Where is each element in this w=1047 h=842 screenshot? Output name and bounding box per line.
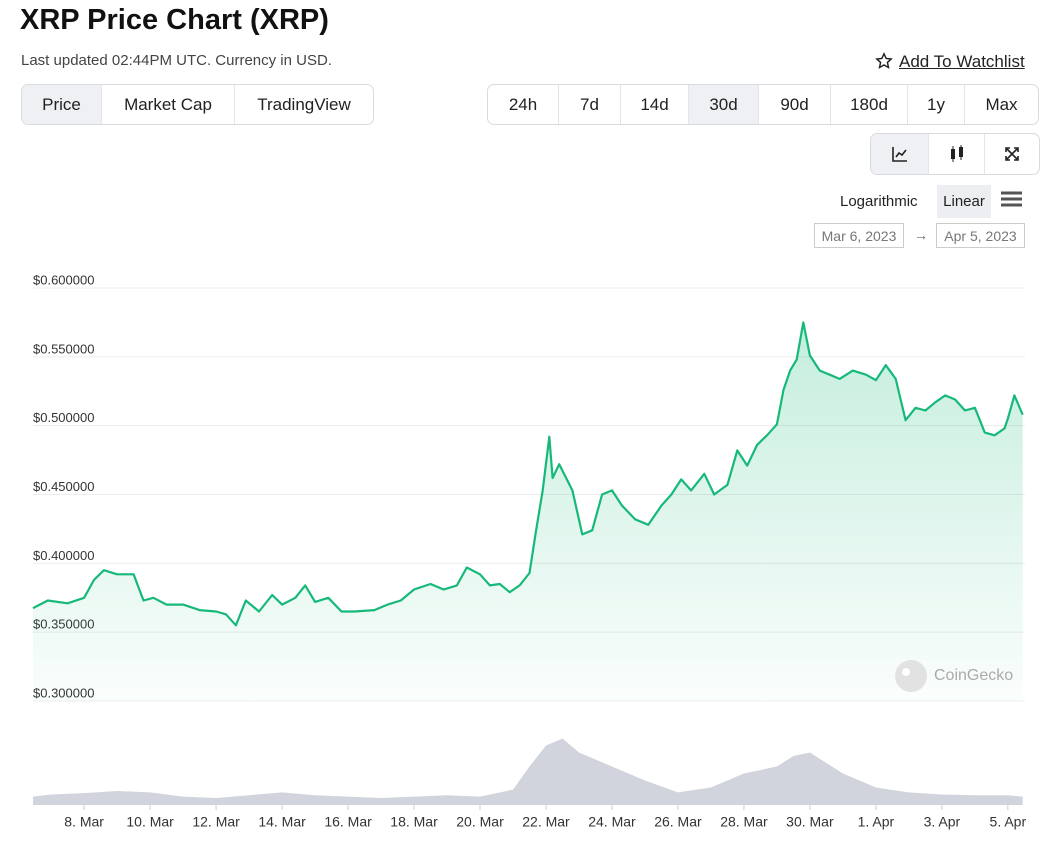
tab[interactable]: Price (22, 85, 101, 124)
price-line (32, 321, 1024, 627)
icon (1005, 147, 1019, 161)
tab[interactable]: TradingView (234, 85, 373, 124)
title: XRP Price Chart (XRP) (20, 4, 329, 36)
range-btn[interactable]: 1y (907, 85, 964, 124)
x-tick-label: 26. Mar (654, 814, 702, 830)
x-tick-label: 12. Mar (192, 814, 240, 830)
date-to[interactable]: Apr 5, 2023 (936, 223, 1025, 248)
x-tick-label: 24. Mar (588, 814, 636, 830)
tab[interactable]: Market Cap (101, 85, 234, 124)
x-tick-label: 5. Apr (990, 814, 1027, 830)
range-btn[interactable]: 7d (558, 85, 620, 124)
x-tick-label: 18. Mar (390, 814, 438, 830)
x-tick-label: 3. Apr (924, 814, 961, 830)
y-tick-label: $0.550000 (33, 341, 94, 356)
range-btn[interactable]: 24h (508, 94, 538, 114)
date-arrow: → (914, 227, 928, 243)
y-tick-label: $0.400000 (33, 548, 94, 563)
candle-icon[interactable] (928, 134, 984, 174)
chart-type (870, 133, 1040, 175)
range-btn[interactable]: Max (964, 85, 1038, 124)
expand-icon[interactable] (984, 134, 1039, 174)
date-from[interactable]: Mar 6, 2023 (814, 223, 904, 248)
x-tick-label: 14. Mar (258, 814, 306, 830)
watermark-text: CoinGecko (934, 667, 1013, 684)
watchlist[interactable]: Add To Watchlist (875, 52, 1025, 72)
star-icon (875, 52, 893, 69)
range-btn[interactable]: 14d (620, 85, 688, 124)
x-tick-label: 22. Mar (522, 814, 570, 830)
price-area (33, 322, 1023, 701)
y-tick-label: $0.600000 (33, 272, 94, 287)
watermark: CoinGecko (895, 660, 1013, 692)
volume-area (33, 738, 1023, 805)
y-tick-label: $0.500000 (33, 410, 94, 425)
icon (950, 145, 963, 162)
icon (891, 147, 907, 162)
ranges: 24h 7d 14d 30d 90d 180d 1y Max (487, 84, 1039, 125)
x-tick-label: 30. Mar (786, 814, 834, 830)
range-btn[interactable]: 30d (688, 85, 758, 124)
x-tick-label: 10. Mar (126, 814, 174, 830)
x-tick-label: 16. Mar (324, 814, 372, 830)
range-btn[interactable]: 90d (758, 85, 830, 124)
watchlist-label[interactable]: Add To Watchlist (899, 52, 1025, 71)
x-tick-label: 20. Mar (456, 814, 504, 830)
x-tick-label: 28. Mar (720, 814, 768, 830)
x-tick-label: 8. Mar (64, 814, 104, 830)
linear-btn[interactable]: Linear (937, 185, 991, 218)
menu-icon[interactable] (1000, 190, 1024, 210)
updated: Last updated 02:44PM UTC. Currency in US… (21, 52, 332, 69)
line-icon[interactable] (871, 134, 928, 174)
x-tick-label: 1. Apr (858, 814, 895, 830)
log-btn[interactable]: Logarithmic (840, 193, 918, 210)
tabs: Price Market Cap TradingView (21, 84, 374, 125)
range-btn[interactable]: 180d (830, 85, 907, 124)
y-tick-label: $0.450000 (33, 479, 94, 494)
